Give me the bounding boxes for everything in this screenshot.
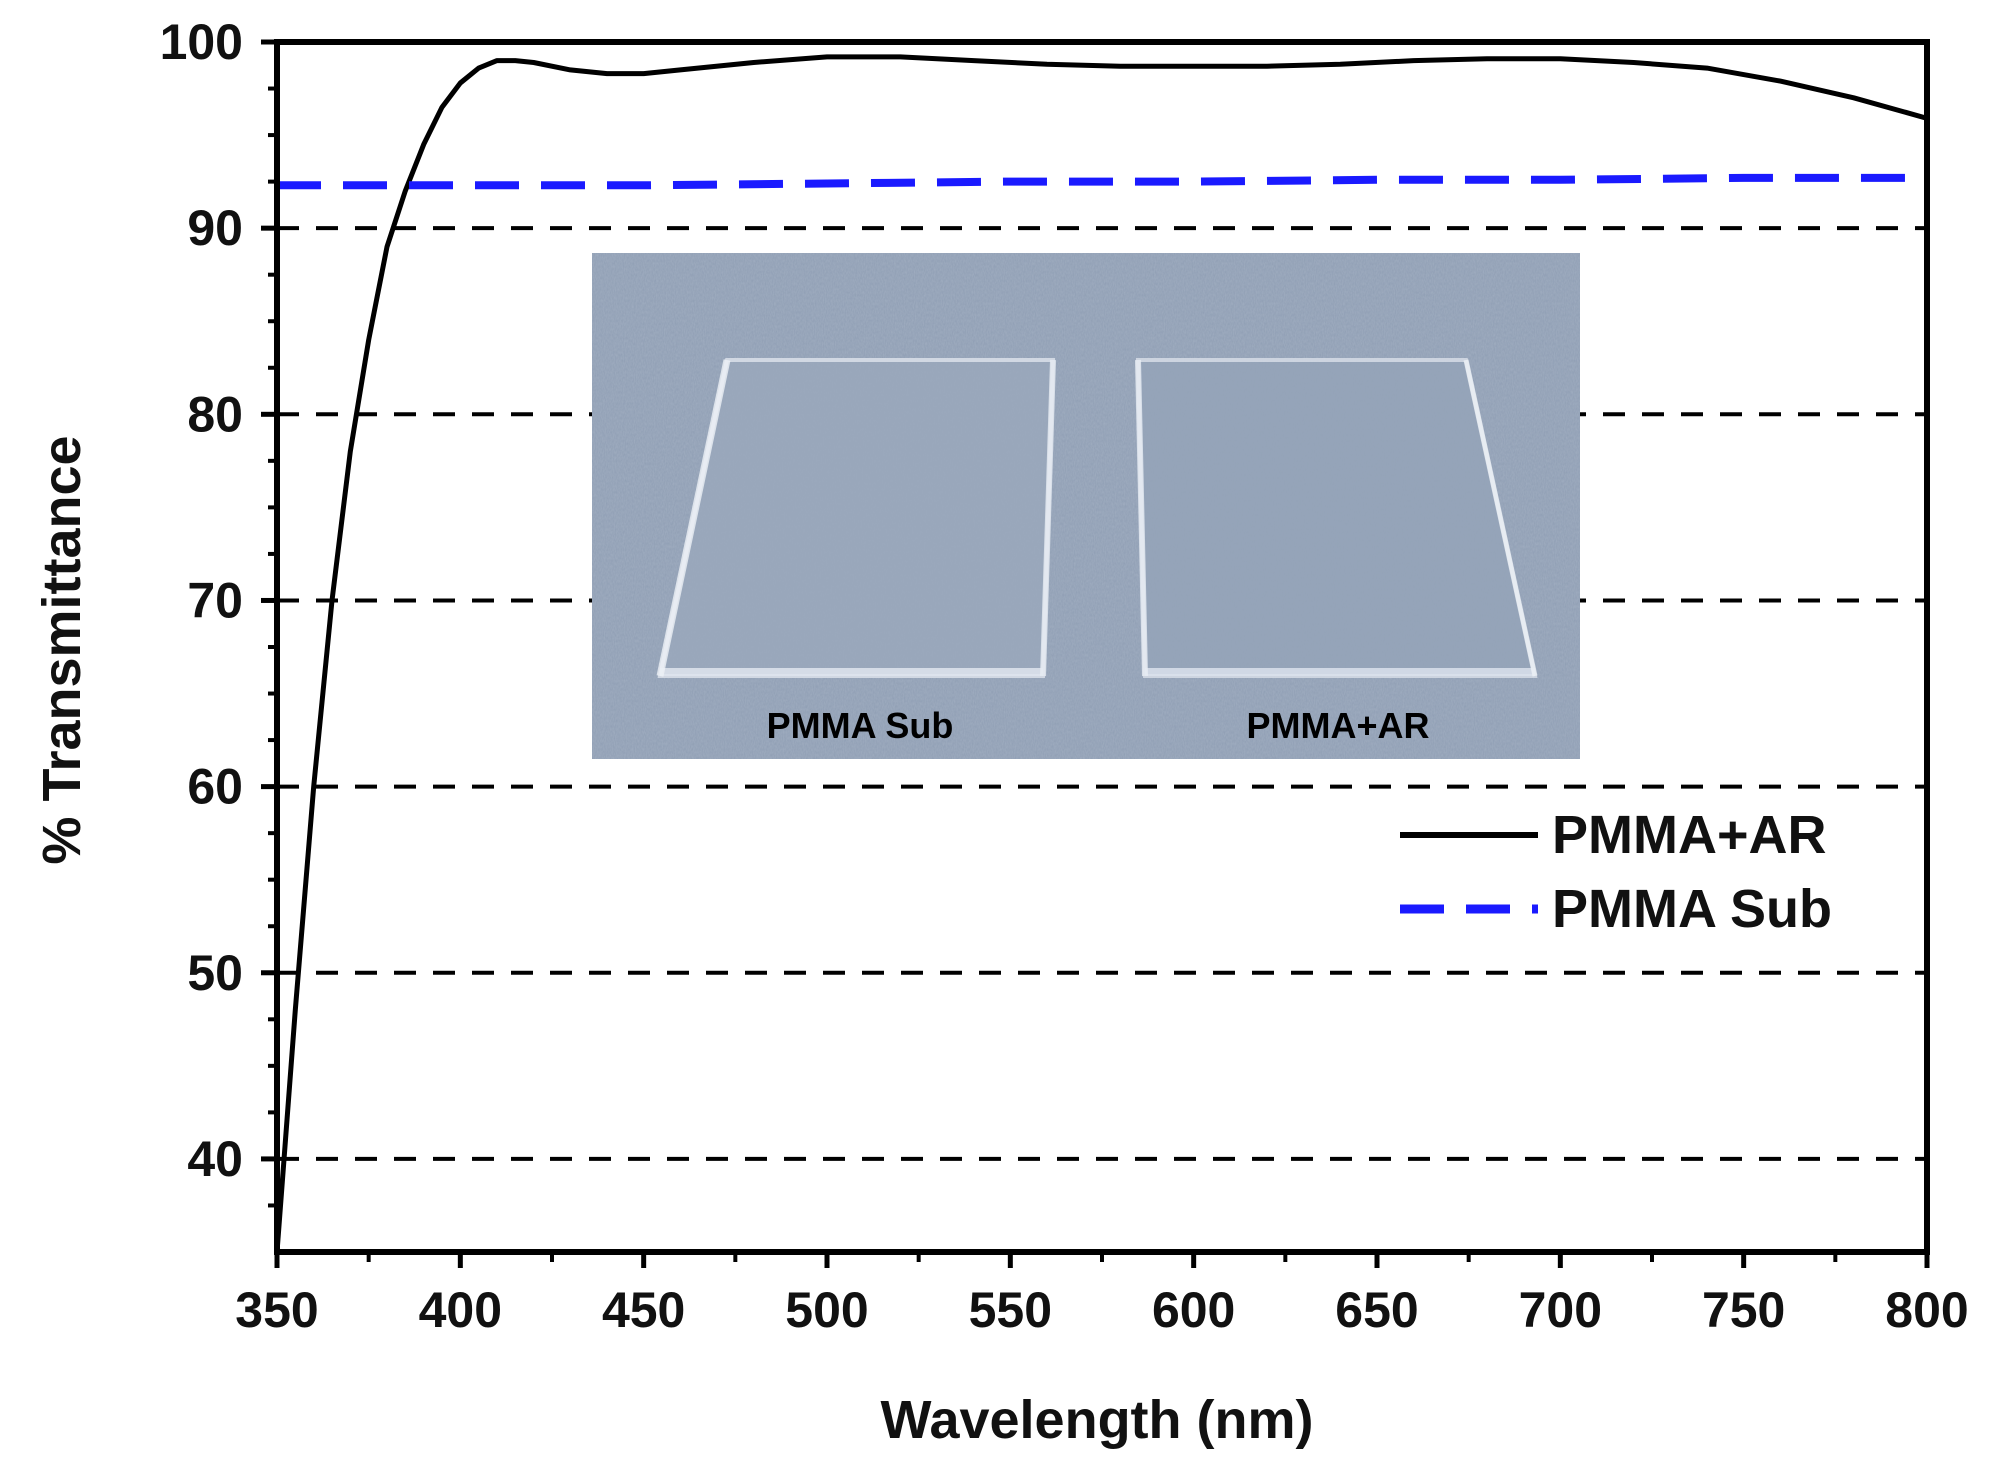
x-tick-label: 700 <box>1519 1282 1602 1338</box>
legend-label-pmma-ar: PMMA+AR <box>1552 805 1827 865</box>
y-tick-label: 40 <box>187 1131 243 1187</box>
pmma-sub-sample <box>656 358 1056 678</box>
y-tick-label: 90 <box>187 200 243 256</box>
y-tick-label: 70 <box>187 572 243 628</box>
x-tick-label: 500 <box>785 1282 868 1338</box>
pmma-ar-sample <box>1135 358 1538 678</box>
x-tick-label: 400 <box>419 1282 502 1338</box>
y-tick-label: 100 <box>160 14 243 70</box>
y-tick-label: 50 <box>187 945 243 1001</box>
x-tick-label: 750 <box>1702 1282 1785 1338</box>
x-tick-label: 600 <box>1152 1282 1235 1338</box>
x-axis-title: Wavelength (nm) <box>880 1390 1313 1450</box>
x-tick-label: 550 <box>969 1282 1052 1338</box>
series-line-pmma-sub <box>277 173 1927 190</box>
series-layer <box>277 54 1927 1252</box>
inset-label-pmma-ar: PMMA+AR <box>1246 705 1429 746</box>
y-axis-title: % Transmittance <box>32 435 92 864</box>
axis-ticks: 350 400 450 500 550 600 650 700 750 800 40 50 60 70 80… <box>160 14 1969 1338</box>
x-tick-label: 650 <box>1335 1282 1418 1338</box>
legend: PMMA+AR PMMA Sub <box>1400 805 1832 939</box>
x-tick-label: 800 <box>1885 1282 1968 1338</box>
x-tick-label: 450 <box>602 1282 685 1338</box>
x-tick-label: 350 <box>235 1282 318 1338</box>
legend-label-pmma-sub: PMMA Sub <box>1552 879 1832 939</box>
y-tick-label: 60 <box>187 759 243 815</box>
series-line-pmma-ar <box>277 54 1927 1252</box>
inset-label-pmma-sub: PMMA Sub <box>767 705 954 746</box>
inset-photo: PMMA Sub PMMA+AR <box>592 253 1580 759</box>
y-tick-label: 80 <box>187 386 243 442</box>
